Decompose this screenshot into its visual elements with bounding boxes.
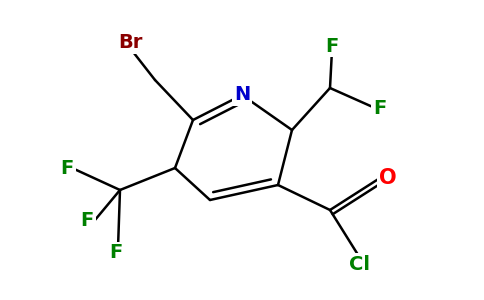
Text: Cl: Cl (349, 254, 370, 274)
Text: Br: Br (118, 34, 142, 52)
Text: F: F (60, 158, 74, 178)
Text: F: F (373, 98, 387, 118)
Text: F: F (80, 211, 93, 230)
Text: F: F (109, 244, 122, 262)
Text: F: F (325, 37, 339, 56)
Text: N: N (234, 85, 250, 104)
Text: O: O (379, 168, 397, 188)
